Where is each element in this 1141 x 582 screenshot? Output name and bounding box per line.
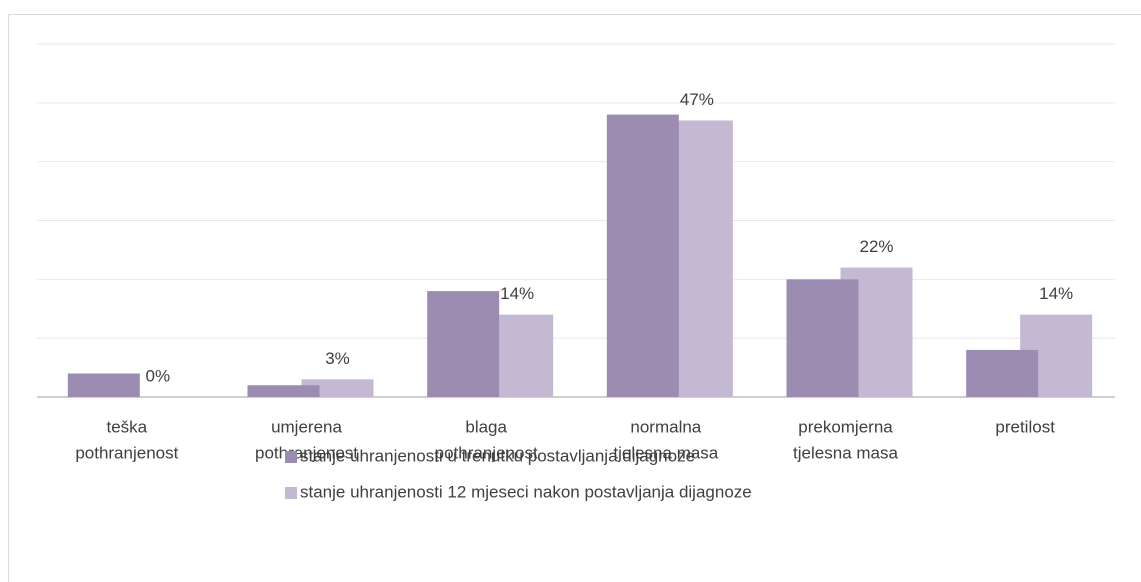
x-tick-label: umjerena (271, 417, 342, 436)
data-label: 22% (859, 237, 893, 256)
bar (67, 373, 140, 397)
legend-swatch (285, 451, 297, 463)
bar (247, 385, 320, 397)
legend-label: stanje uhranjenosti u trenutku postavlja… (300, 446, 695, 465)
x-tick-label: normalna (630, 417, 701, 436)
bar (786, 279, 859, 397)
x-tick-label: blaga (465, 417, 507, 436)
data-label: 0% (146, 366, 171, 385)
data-label: 3% (325, 349, 350, 368)
bar (606, 114, 679, 397)
x-tick-label: pretilost (995, 417, 1055, 436)
data-label: 14% (500, 284, 534, 303)
chart-frame (8, 14, 1141, 582)
x-tick-label: pothranjenost (435, 443, 538, 462)
legend-label: stanje uhranjenosti 12 mjeseci nakon pos… (300, 482, 752, 501)
x-tick-label: teška (107, 417, 148, 436)
bar (966, 349, 1039, 397)
x-tick-label: prekomjerna (798, 417, 893, 436)
data-label: 47% (680, 90, 714, 109)
x-tick-label: tjelesna masa (613, 443, 718, 462)
data-label: 14% (1039, 284, 1073, 303)
x-tick-label: pothranjenost (75, 443, 178, 462)
bar (427, 291, 500, 397)
legend-swatch (285, 487, 297, 499)
x-tick-label: pothranjenost (255, 443, 358, 462)
x-tick-label: tjelesna masa (793, 443, 898, 462)
